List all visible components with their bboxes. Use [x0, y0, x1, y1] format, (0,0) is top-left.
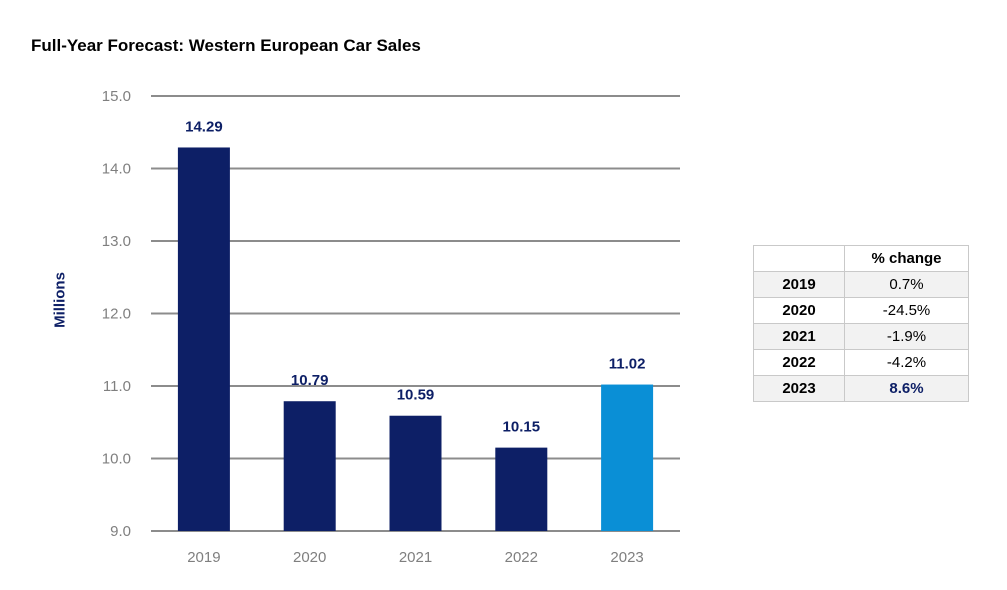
- y-tick-label: 12.0: [102, 306, 131, 323]
- table-row: 2022 -4.2%: [753, 349, 969, 376]
- y-tick-label: 10.0: [102, 451, 131, 468]
- table-row: 2023 8.6%: [753, 375, 969, 402]
- table-cell-change: -1.9%: [844, 323, 969, 350]
- y-tick-label: 9.0: [110, 523, 131, 540]
- x-tick-label: 2019: [187, 549, 220, 566]
- y-tick-label: 15.0: [102, 88, 131, 105]
- table-header-blank: [753, 245, 845, 272]
- table-header-label: % change: [844, 245, 969, 272]
- table-row: 2019 0.7%: [753, 271, 969, 298]
- bar-chart: 9.0 10.0 11.0 12.0 13.0 14.0 15.0 14.29 10.79 10…: [102, 88, 680, 566]
- chart-title: Full-Year Forecast: Western European Car…: [31, 36, 421, 55]
- percent-change-table: % change 2019 0.7% 2020 -24.5% 2021 -1.9…: [753, 245, 969, 402]
- x-tick-label: 2022: [505, 549, 538, 566]
- bar-2019: [177, 147, 230, 531]
- x-tick-label: 2023: [610, 549, 643, 566]
- bars: [177, 147, 654, 531]
- x-tick-labels: 2019 2020 2021 2022 2023: [187, 549, 644, 566]
- y-tick-label: 13.0: [102, 233, 131, 250]
- table-header-row: % change: [753, 245, 969, 272]
- bar-2022: [495, 447, 548, 531]
- table-row: 2021 -1.9%: [753, 323, 969, 350]
- bar-2023: [601, 384, 654, 531]
- table-cell-year: 2020: [753, 297, 845, 324]
- data-label: 10.79: [291, 372, 329, 389]
- y-tick-labels: 9.0 10.0 11.0 12.0 13.0 14.0 15.0: [102, 88, 131, 540]
- table-cell-year: 2023: [753, 375, 845, 402]
- data-label: 14.29: [185, 118, 223, 135]
- table-cell-year: 2021: [753, 323, 845, 350]
- table-cell-change: -4.2%: [844, 349, 969, 376]
- data-label: 10.15: [503, 419, 541, 436]
- table-row: 2020 -24.5%: [753, 297, 969, 324]
- value-labels: 14.29 10.79 10.59 10.15 11.02: [185, 118, 645, 435]
- y-tick-label: 11.0: [103, 378, 131, 395]
- data-label: 10.59: [397, 387, 435, 404]
- data-label: 11.02: [609, 356, 646, 373]
- y-tick-label: 14.0: [102, 161, 131, 178]
- table-cell-change: -24.5%: [844, 297, 969, 324]
- bar-2020: [283, 401, 336, 531]
- x-tick-label: 2020: [293, 549, 326, 566]
- table-cell-year: 2022: [753, 349, 845, 376]
- table-cell-change: 0.7%: [844, 271, 969, 298]
- table-cell-year: 2019: [753, 271, 845, 298]
- table-cell-change: 8.6%: [844, 375, 969, 402]
- x-tick-label: 2021: [399, 549, 432, 566]
- bar-2021: [389, 415, 442, 531]
